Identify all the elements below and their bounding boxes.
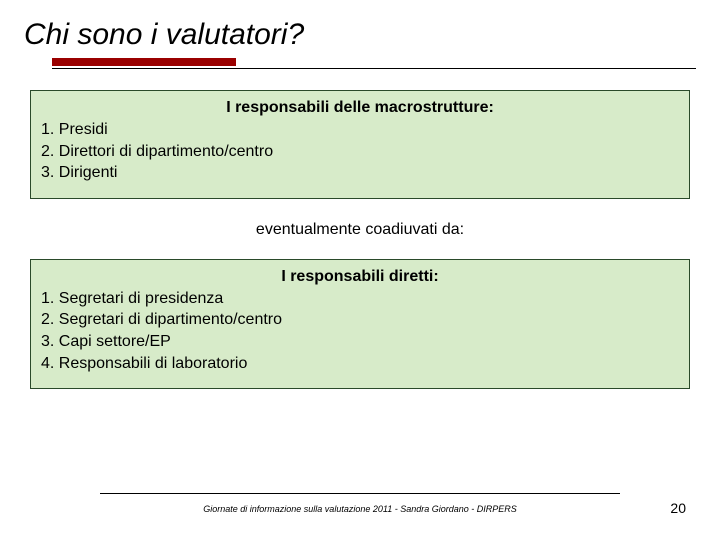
list-item: 3. Dirigenti [41, 162, 679, 184]
list-item: 2. Direttori di dipartimento/centro [41, 141, 679, 163]
footer-text: Giornate di informazione sulla valutazio… [0, 504, 720, 514]
box-macrostrutture: I responsabili delle macrostrutture: 1. … [30, 90, 690, 199]
list-item: 3. Capi settore/EP [41, 331, 679, 353]
box1-list: 1. Presidi 2. Direttori di dipartimento/… [41, 119, 679, 184]
title-rule [52, 58, 696, 72]
box2-heading: I responsabili diretti: [41, 268, 679, 286]
list-item: 2. Segretari di dipartimento/centro [41, 309, 679, 331]
box-diretti: I responsabili diretti: 1. Segretari di … [30, 259, 690, 389]
rule-red-bar [52, 58, 236, 66]
page-number: 20 [670, 500, 686, 516]
slide: Chi sono i valutatori? I responsabili de… [0, 0, 720, 540]
middle-text: eventualmente coadiuvati da: [24, 221, 696, 239]
list-item: 1. Presidi [41, 119, 679, 141]
box2-list: 1. Segretari di presidenza 2. Segretari … [41, 288, 679, 374]
list-item: 1. Segretari di presidenza [41, 288, 679, 310]
box1-heading: I responsabili delle macrostrutture: [41, 99, 679, 117]
slide-title: Chi sono i valutatori? [24, 18, 696, 52]
list-item: 4. Responsabili di laboratorio [41, 353, 679, 375]
footer-divider [100, 493, 620, 494]
rule-thin-line [52, 68, 696, 69]
